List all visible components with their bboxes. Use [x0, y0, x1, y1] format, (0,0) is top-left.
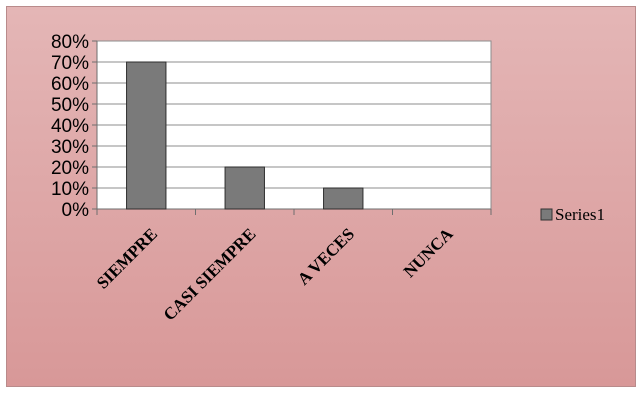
y-tick-label: 70%: [51, 53, 89, 74]
y-tick-label: 0%: [62, 200, 90, 221]
x-tick-label: CASI SIEMPRE: [160, 224, 260, 324]
x-tick-label: A VECES: [294, 224, 358, 288]
y-tick-label: 10%: [51, 179, 89, 200]
bar: [126, 61, 167, 210]
y-tick-label: 30%: [51, 137, 89, 158]
bar: [224, 166, 265, 210]
y-tick-label: 80%: [51, 32, 89, 53]
legend-swatch: [540, 208, 553, 221]
legend: Series1: [540, 205, 605, 224]
y-tick-label: 50%: [51, 95, 89, 116]
y-tick-label: 20%: [51, 158, 89, 179]
x-tick-label: SIEMPRE: [93, 224, 161, 292]
y-tick-labels: 0%10%20%30%40%50%60%70%80%: [51, 32, 89, 221]
y-tick-label: 60%: [51, 74, 89, 95]
y-tick-label: 40%: [51, 116, 89, 137]
bars: [126, 61, 364, 210]
chart-frame: 0% 10% 20% 30% 40% 50% 60% 70% 80% SIEMPRE CASI S…: [6, 6, 636, 387]
legend-label: Series1: [555, 205, 605, 224]
bar: [323, 187, 364, 210]
x-tick-label: NUNCA: [400, 224, 457, 281]
